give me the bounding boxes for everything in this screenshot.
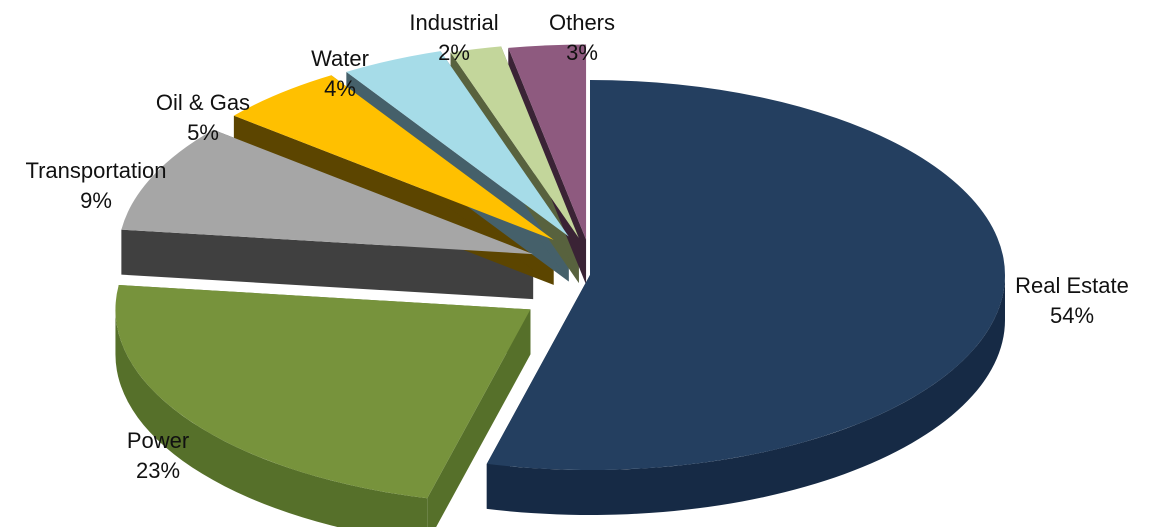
label-others-name: Others: [549, 10, 615, 35]
label-transportation-name: Transportation: [25, 158, 166, 183]
label-others-value: 3%: [566, 40, 598, 65]
slice-power: [115, 284, 531, 499]
label-oil-gas-value: 5%: [187, 120, 219, 145]
label-power-value: 23%: [136, 458, 180, 483]
label-water-name: Water: [311, 46, 369, 71]
slice-industrial: [450, 46, 579, 238]
slice-real-estate: [486, 80, 1005, 470]
slice-transportation: [121, 129, 534, 255]
slice-oil-gas: [233, 75, 554, 240]
slice-power-wall-start: [427, 309, 531, 527]
label-real-estate-value: 54%: [1050, 303, 1094, 328]
label-water-value: 4%: [324, 76, 356, 101]
label-oil-gas-name: Oil & Gas: [156, 90, 250, 115]
slice-tops: [115, 44, 1005, 499]
label-industrial-value: 2%: [438, 40, 470, 65]
slice-others: [508, 44, 587, 240]
slice-real-estate-outer-wall: [486, 275, 1006, 515]
label-industrial-name: Industrial: [409, 10, 498, 35]
slice-transportation-wall-start: [121, 229, 534, 300]
label-real-estate-name: Real Estate: [1015, 273, 1129, 298]
slice-labels: Real Estate 54% Power 23% Transportation 9% Oi…: [25, 10, 1128, 483]
label-power-name: Power: [127, 428, 189, 453]
label-transportation-value: 9%: [80, 188, 112, 213]
slice-power-outer-wall: [115, 309, 428, 527]
slice-water: [346, 51, 569, 237]
